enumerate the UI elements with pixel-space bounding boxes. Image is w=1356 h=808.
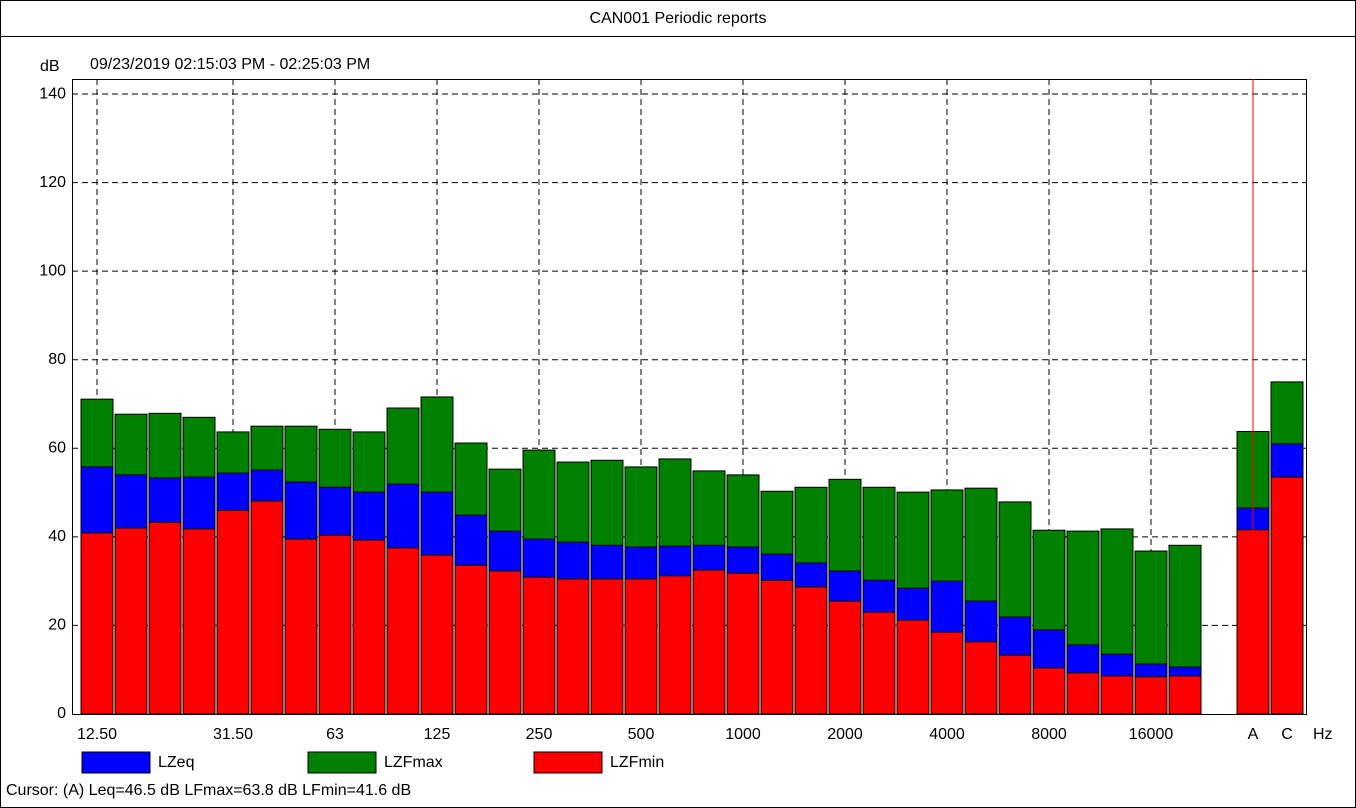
- y-tick-label: 0: [57, 705, 66, 722]
- y-tick-label: 20: [48, 617, 66, 634]
- x-tick-label: 31.50: [213, 726, 253, 743]
- x-tick-label: 63: [326, 726, 344, 743]
- x-tick-label: 12.50: [77, 726, 117, 743]
- bar: [148, 521, 182, 715]
- bar: [1134, 676, 1168, 715]
- bar: [1100, 675, 1134, 715]
- bar: [1032, 667, 1066, 715]
- bar: [590, 578, 624, 715]
- x-axis-label: Hz: [1313, 726, 1333, 743]
- bar: [930, 631, 964, 715]
- bar: [80, 532, 114, 715]
- y-tick-label: 60: [48, 440, 66, 457]
- bar: [488, 570, 522, 715]
- legend-label: LZeq: [158, 754, 194, 771]
- x-tick-label: 8000: [1031, 726, 1067, 743]
- bar: [896, 619, 930, 715]
- bar: [862, 611, 896, 715]
- bar: [658, 575, 692, 715]
- bar: [522, 576, 556, 715]
- y-axis-label: dB: [40, 58, 60, 75]
- bar: [352, 539, 386, 715]
- x-tick-label: 250: [526, 726, 553, 743]
- bar: [998, 654, 1032, 715]
- bar: [964, 641, 998, 715]
- bar: [454, 564, 488, 715]
- chart-title: CAN001 Periodic reports: [590, 10, 767, 27]
- x-tick-label: A: [1248, 726, 1259, 743]
- legend-swatch: [533, 751, 603, 774]
- x-tick-label: 2000: [827, 726, 863, 743]
- cursor-text: Cursor: (A) Leq=46.5 dB LFmax=63.8 dB LF…: [6, 782, 411, 799]
- bar: [318, 534, 352, 715]
- y-tick-label: 80: [48, 351, 66, 368]
- bar: [284, 538, 318, 715]
- bar: [216, 509, 250, 715]
- x-tick-label: 1000: [725, 726, 761, 743]
- x-tick-label: 4000: [929, 726, 965, 743]
- bar: [386, 547, 420, 715]
- bar: [760, 579, 794, 715]
- bar: [726, 572, 760, 715]
- bar: [1066, 672, 1100, 715]
- bar: [1270, 476, 1304, 715]
- bar: [1168, 675, 1202, 715]
- x-tick-label: 16000: [1129, 726, 1174, 743]
- legend-swatch: [307, 751, 377, 774]
- x-tick-label: 500: [628, 726, 655, 743]
- x-tick-label: 125: [424, 726, 451, 743]
- bar: [114, 527, 148, 715]
- y-tick-label: 100: [39, 262, 66, 279]
- x-tick-label: C: [1281, 726, 1293, 743]
- bar: [182, 528, 216, 715]
- bar: [828, 600, 862, 715]
- bar: [794, 586, 828, 715]
- bar: [556, 578, 590, 715]
- y-tick-label: 120: [39, 174, 66, 191]
- bar: [624, 578, 658, 715]
- y-tick-label: 140: [39, 85, 66, 102]
- bar: [692, 569, 726, 715]
- bar: [250, 500, 284, 715]
- legend-swatch: [81, 751, 151, 774]
- legend-label: LZFmax: [384, 754, 443, 771]
- bar: [420, 554, 454, 715]
- legend-label: LZFmin: [610, 754, 664, 771]
- y-tick-label: 40: [48, 528, 66, 545]
- subtitle: 09/23/2019 02:15:03 PM - 02:25:03 PM: [90, 56, 370, 73]
